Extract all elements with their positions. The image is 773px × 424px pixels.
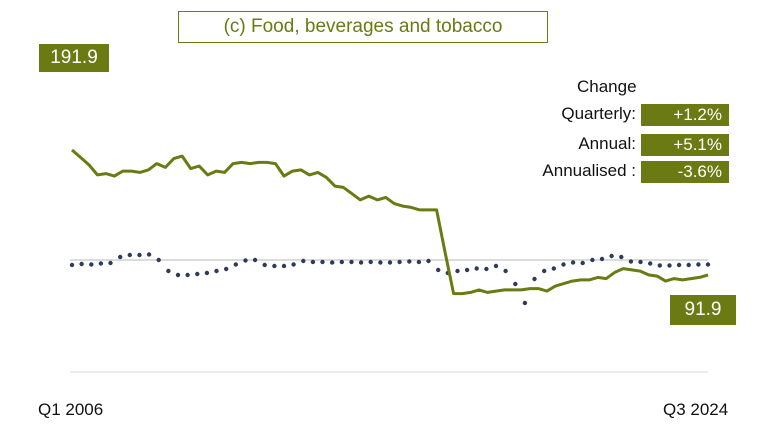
change-value-annualised: -3.6% <box>641 161 729 183</box>
growth-dot <box>195 271 200 277</box>
growth-dot <box>551 266 556 271</box>
growth-dot <box>108 260 113 266</box>
growth-dot <box>166 268 171 274</box>
growth-dot <box>233 262 238 267</box>
growth-dot <box>561 262 566 267</box>
growth-dot <box>272 263 277 269</box>
growth-dots-series <box>69 252 711 306</box>
growth-dot <box>503 268 508 274</box>
change-value-quarterly: +1.2% <box>641 104 729 126</box>
growth-dot <box>609 253 614 259</box>
growth-dot <box>146 252 152 257</box>
growth-dot <box>696 262 701 267</box>
growth-dot <box>118 254 123 260</box>
growth-dot <box>301 258 306 264</box>
change-value-annual: +5.1% <box>641 134 729 156</box>
start-value-label: 191.9 <box>39 44 109 72</box>
growth-dot <box>185 272 190 278</box>
growth-dot <box>648 261 653 266</box>
growth-dot <box>522 300 528 306</box>
change-label-annualised: Annualised : <box>542 161 636 180</box>
chart-title: (c) Food, beverages and tobacco <box>178 11 548 43</box>
growth-dot <box>262 262 267 268</box>
end-value-label: 91.9 <box>670 295 736 325</box>
growth-dot <box>368 259 373 265</box>
growth-dot <box>676 262 682 268</box>
growth-dot <box>339 259 344 265</box>
growth-dot <box>281 263 287 269</box>
growth-dot <box>175 272 181 278</box>
change-row-annualised: Annualised : <box>0 161 636 183</box>
growth-dot <box>224 266 229 272</box>
growth-dot <box>657 263 662 268</box>
growth-dot <box>416 259 422 265</box>
growth-dot <box>407 259 412 264</box>
growth-dot <box>426 258 431 264</box>
growth-dot <box>397 259 402 265</box>
growth-dot <box>310 259 316 265</box>
index-line-series <box>71 148 709 296</box>
growth-dot <box>619 254 624 260</box>
growth-dot <box>98 261 104 266</box>
growth-dot <box>686 262 691 268</box>
growth-dot <box>542 268 547 274</box>
growth-dot <box>638 259 643 265</box>
growth-dot <box>580 260 585 266</box>
growth-dot <box>320 259 325 265</box>
growth-dot <box>513 281 518 287</box>
growth-dot <box>484 266 489 272</box>
growth-dot <box>89 262 94 267</box>
growth-dot <box>252 257 258 263</box>
growth-dot <box>570 260 576 265</box>
change-label-annual: Annual: <box>578 134 636 153</box>
growth-dot <box>455 268 460 274</box>
growth-dot <box>127 252 132 258</box>
growth-dot <box>204 270 210 276</box>
growth-dot <box>387 260 393 265</box>
growth-dot <box>474 266 479 271</box>
change-header: Change <box>577 77 637 96</box>
growth-dot <box>378 260 383 265</box>
growth-dot <box>358 260 364 265</box>
growth-dot <box>330 260 335 265</box>
growth-dot <box>79 261 84 267</box>
growth-dot <box>349 259 354 265</box>
growth-dot <box>436 267 441 273</box>
growth-dot <box>214 268 219 274</box>
growth-dot <box>243 258 248 263</box>
growth-dot <box>69 262 75 268</box>
growth-dot <box>667 263 672 268</box>
growth-dot <box>291 262 296 267</box>
x-axis-start-label: Q1 2006 <box>38 400 104 419</box>
growth-dot <box>137 252 142 258</box>
change-row-quarterly: Quarterly: <box>0 104 636 126</box>
growth-dot <box>532 276 537 282</box>
x-axis-end-label: Q3 2024 <box>663 400 729 419</box>
growth-dot <box>628 259 634 264</box>
growth-dot <box>590 257 595 263</box>
change-label-quarterly: Quarterly: <box>561 104 636 123</box>
growth-dot <box>493 263 499 269</box>
growth-dot <box>156 257 161 263</box>
growth-dot <box>464 267 470 273</box>
growth-dot <box>599 256 605 262</box>
growth-dot <box>705 262 711 267</box>
change-row-annual: Annual: <box>0 134 636 156</box>
